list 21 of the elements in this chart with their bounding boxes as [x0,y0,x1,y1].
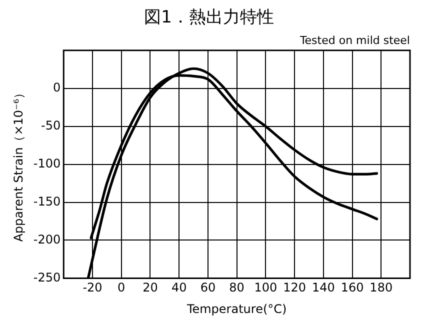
x-tick-label: 80 [229,280,244,295]
y-tick-label: 0 [52,80,61,94]
y-tick-label: -250 [33,270,61,284]
x-tick-label: 120 [283,280,306,295]
x-tick-label: 20 [142,280,158,295]
x-axis-title: Temperature(°C) [186,302,287,316]
y-tick-label: -100 [33,156,61,170]
x-tick-label: 100 [254,280,278,295]
y-axis-title: Apparent Strain（×10⁻⁶） [11,86,26,242]
x-tick-label: 180 [370,280,393,295]
x-tick-label: 60 [200,280,216,295]
text: Tested on mild steel [298,34,410,47]
x-tick-label: 140 [312,280,335,295]
x-tick-label: 160 [340,280,364,295]
x-tick-label: -20 [82,280,102,295]
x-tick-label: 0 [118,280,126,295]
y-tick-label: -150 [33,194,61,208]
x-tick-label: 40 [171,280,187,295]
chart-title: 図1．熱出力特性 [144,8,274,28]
y-tick-label: -200 [33,232,61,246]
y-tick-label: -50 [41,118,61,132]
